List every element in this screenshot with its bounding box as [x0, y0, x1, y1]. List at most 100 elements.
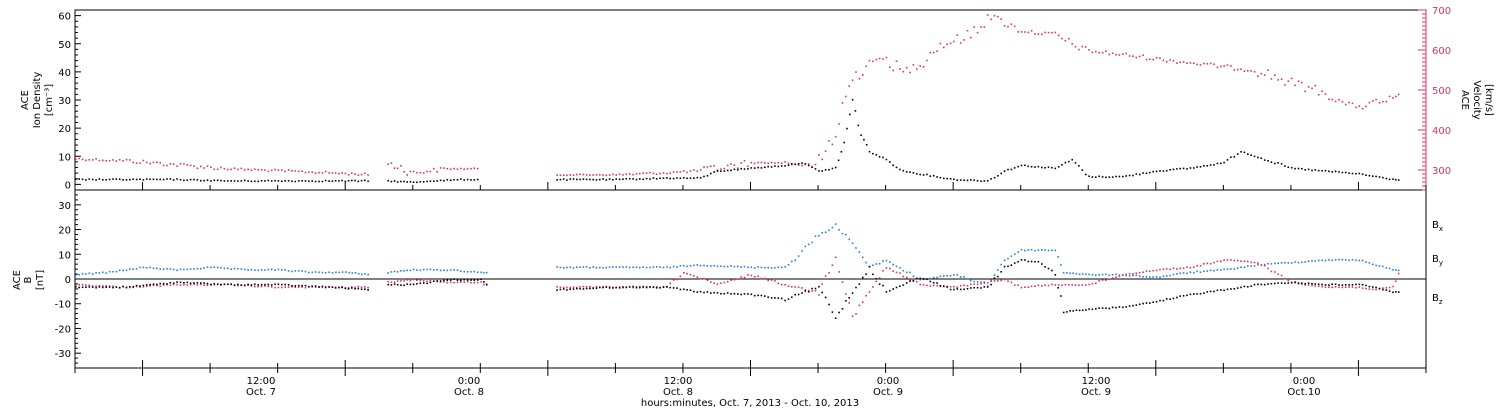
by-point: [834, 223, 837, 225]
bx-point: [1037, 260, 1040, 263]
by-point: [919, 278, 921, 281]
velocity-point: [216, 168, 219, 171]
bx-point: [875, 277, 878, 280]
bx-point: [270, 284, 273, 286]
bz-point: [1388, 286, 1391, 289]
velocity-point: [868, 59, 871, 62]
density-point: [851, 98, 854, 101]
velocity-point: [892, 69, 894, 72]
velocity-point: [686, 171, 688, 174]
by-point: [1125, 274, 1127, 277]
by-point: [1003, 259, 1006, 262]
bx-point: [576, 287, 578, 290]
by-point: [393, 270, 396, 273]
legend-bx-base: B: [1432, 220, 1439, 231]
bz-point: [936, 284, 938, 287]
velocity-point: [112, 159, 114, 161]
b-y-tick-label: 30: [58, 201, 71, 212]
by-point: [875, 263, 878, 265]
bx-point: [1044, 266, 1046, 268]
velocity-point: [784, 161, 786, 163]
density-point: [1304, 169, 1306, 171]
bz-point: [426, 280, 428, 283]
by-point: [1388, 267, 1391, 270]
bx-point: [1138, 303, 1141, 306]
bz-point: [743, 276, 746, 279]
density-point: [1054, 167, 1057, 170]
density-point: [652, 177, 655, 179]
bx-point: [916, 277, 918, 280]
velocity-point: [966, 29, 969, 32]
velocity-point: [1034, 33, 1036, 35]
bx-point: [159, 282, 161, 285]
velocity-point: [145, 161, 148, 164]
bx-point: [274, 283, 276, 286]
density-point: [608, 178, 611, 180]
density-point: [1010, 168, 1013, 171]
by-point: [770, 267, 773, 269]
velocity-point: [730, 163, 732, 165]
by-point: [1098, 274, 1100, 276]
velocity-point: [1128, 55, 1131, 57]
bx-point: [1122, 306, 1124, 309]
bx-point: [118, 287, 121, 289]
by-point: [635, 266, 638, 268]
density-point: [589, 178, 591, 181]
density-point: [777, 165, 780, 168]
bz-point: [780, 283, 783, 286]
bz-point: [916, 281, 918, 283]
density-point: [186, 179, 189, 181]
velocity-point: [1344, 103, 1347, 106]
bx-point: [1317, 283, 1320, 286]
bx-point: [1355, 283, 1357, 286]
velocity-point: [666, 172, 668, 175]
density-point: [818, 170, 820, 172]
bx-point: [743, 293, 746, 295]
by-point: [1047, 249, 1050, 252]
density-point: [1179, 167, 1181, 170]
bx-point: [367, 289, 369, 291]
velocity-point: [740, 162, 742, 164]
by-point: [811, 241, 813, 244]
density-point: [1003, 170, 1006, 172]
bx-point: [814, 287, 817, 290]
velocity-point: [1270, 78, 1273, 80]
density-point: [797, 163, 800, 165]
density-point: [169, 178, 172, 180]
density-point: [1216, 162, 1219, 165]
velocity-point: [281, 169, 283, 171]
by-point: [642, 266, 644, 268]
by-point: [608, 266, 611, 269]
bx-point: [983, 286, 986, 288]
bx-point: [615, 286, 617, 289]
bz-point: [354, 286, 356, 289]
bx-point: [341, 286, 343, 289]
velocity-point: [240, 167, 243, 170]
velocity-point: [875, 58, 878, 61]
bx-point: [1397, 291, 1400, 293]
bz-point: [1338, 286, 1340, 289]
bx-point: [223, 283, 226, 286]
bz-point: [1287, 279, 1290, 282]
bx-point: [953, 288, 955, 291]
bz-point: [367, 286, 369, 289]
by-point: [351, 272, 354, 274]
density-point: [966, 179, 969, 182]
bx-point: [284, 283, 286, 286]
bx-point: [1060, 295, 1062, 297]
bz-point: [186, 284, 189, 286]
bx-point: [774, 297, 776, 299]
by-point: [257, 269, 259, 272]
velocity-point: [341, 172, 343, 174]
density-point: [118, 178, 121, 180]
bx-point: [443, 279, 445, 282]
velocity-point: [1382, 100, 1384, 103]
bx-point: [354, 288, 356, 290]
bx-point: [679, 288, 682, 291]
density-point: [196, 179, 199, 181]
velocity-point: [129, 159, 131, 161]
bz-point: [645, 285, 648, 288]
by-point: [277, 268, 280, 271]
by-point: [1118, 274, 1121, 277]
by-point: [696, 264, 699, 266]
